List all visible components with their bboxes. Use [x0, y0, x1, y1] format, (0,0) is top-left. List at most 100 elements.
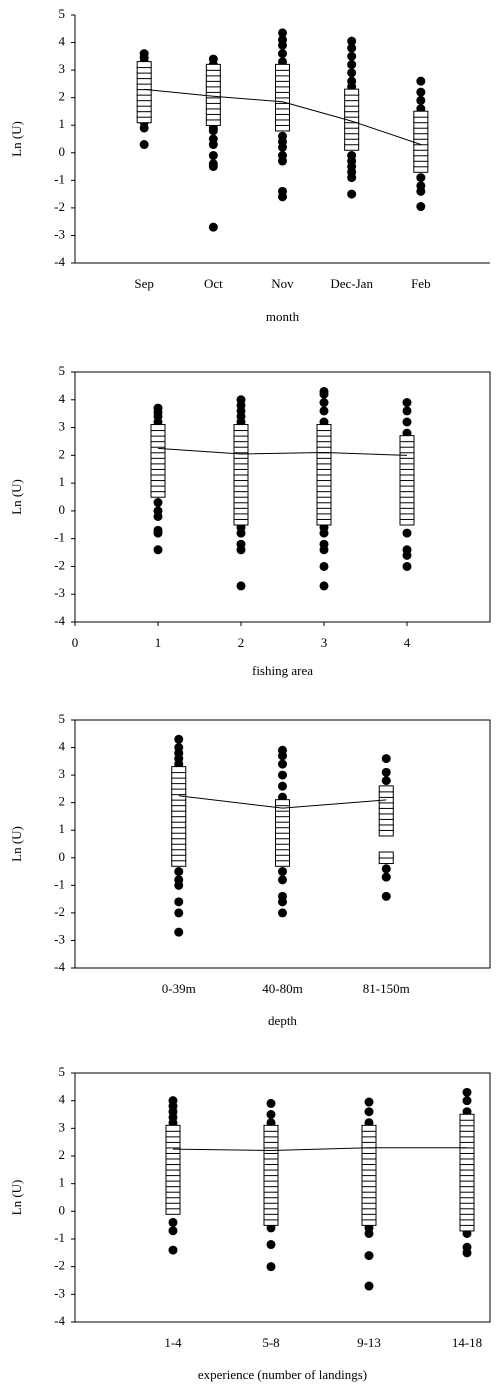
- x-axis-label: fishing area: [252, 663, 313, 678]
- point-outer: [319, 539, 329, 549]
- y-tick-label: 3: [59, 61, 66, 76]
- x-tick-label: 3: [321, 635, 328, 650]
- point-outer: [364, 1107, 374, 1117]
- y-tick-label: -3: [54, 585, 65, 600]
- point-inner: [150, 424, 166, 432]
- point-outer: [319, 386, 329, 396]
- point-outer: [278, 781, 287, 791]
- point-outer: [139, 140, 149, 150]
- point-outer: [462, 1087, 472, 1097]
- point-outer: [153, 545, 163, 555]
- y-tick-label: 1: [59, 1175, 66, 1190]
- point-inner: [275, 63, 290, 71]
- x-tick-label: 81-150m: [363, 981, 410, 996]
- point-outer: [278, 28, 287, 38]
- x-tick-label: 0: [72, 635, 79, 650]
- mean-line: [172, 1147, 467, 1151]
- point-inner: [205, 63, 221, 71]
- point-outer: [402, 545, 412, 555]
- point-outer: [347, 151, 357, 161]
- y-tick-label: -2: [54, 557, 65, 572]
- point-inner: [171, 766, 187, 774]
- point-outer: [174, 908, 184, 918]
- point-outer: [174, 867, 184, 877]
- point-outer: [174, 927, 184, 937]
- point-outer: [364, 1251, 374, 1261]
- y-tick-label: 2: [59, 1147, 66, 1162]
- point-inner: [275, 799, 290, 807]
- y-tick-label: 5: [59, 711, 66, 726]
- y-tick-label: -4: [54, 613, 65, 628]
- point-inner: [344, 88, 360, 96]
- plot-frame: [74, 371, 491, 623]
- point-inner: [165, 1124, 181, 1132]
- point-outer: [402, 561, 412, 571]
- point-outer: [168, 1226, 178, 1236]
- x-tick-label: 1: [155, 635, 162, 650]
- point-outer: [236, 581, 246, 591]
- point-outer: [347, 68, 357, 78]
- point-outer: [416, 87, 426, 97]
- point-outer: [462, 1096, 472, 1106]
- y-tick-label: 0: [59, 502, 66, 517]
- y-tick-label: 5: [59, 1064, 66, 1079]
- point-outer: [278, 908, 287, 918]
- y-axis-label: Ln (U): [9, 121, 24, 157]
- point-outer: [236, 539, 246, 549]
- point-outer: [168, 1245, 178, 1255]
- x-tick-label: 14-18: [452, 1335, 482, 1350]
- point-outer: [278, 745, 287, 755]
- point-inner: [399, 435, 415, 443]
- point-outer: [266, 1262, 276, 1272]
- point-outer: [278, 759, 287, 769]
- y-tick-label: 5: [59, 6, 66, 21]
- point-inner: [263, 1124, 279, 1132]
- point-outer: [402, 528, 412, 538]
- point-outer: [278, 770, 287, 780]
- point-outer: [174, 734, 184, 744]
- point-inner: [136, 61, 152, 69]
- point-outer: [153, 403, 163, 413]
- point-outer: [402, 406, 412, 416]
- point-outer: [266, 1240, 276, 1250]
- mean-line: [144, 88, 421, 145]
- point-outer: [364, 1097, 374, 1107]
- point-outer: [347, 60, 357, 70]
- point-inner: [316, 424, 332, 432]
- point-outer: [278, 867, 287, 877]
- point-outer: [208, 54, 218, 64]
- point-inner: [378, 851, 394, 859]
- point-outer: [381, 891, 391, 901]
- point-outer: [174, 875, 184, 885]
- point-outer: [174, 743, 184, 753]
- point-outer: [381, 767, 391, 777]
- point-outer: [278, 35, 287, 45]
- y-tick-label: -2: [54, 1258, 65, 1273]
- y-tick-label: -1: [54, 876, 65, 891]
- x-axis-label: month: [266, 309, 300, 324]
- point-outer: [153, 506, 163, 516]
- point-inner: [378, 785, 394, 793]
- point-inner: [233, 424, 249, 432]
- point-outer: [347, 51, 357, 61]
- point-outer: [266, 1098, 276, 1108]
- point-outer: [402, 398, 412, 408]
- point-outer: [168, 1096, 178, 1106]
- y-tick-label: 2: [59, 794, 66, 809]
- x-tick-label: 2: [238, 635, 245, 650]
- point-outer: [319, 398, 329, 408]
- y-tick-label: 3: [59, 1119, 66, 1134]
- point-outer: [139, 49, 149, 59]
- point-outer: [381, 754, 391, 764]
- y-tick-label: -1: [54, 171, 65, 186]
- point-outer: [381, 872, 391, 882]
- point-outer: [402, 417, 412, 427]
- y-tick-label: 1: [59, 474, 66, 489]
- point-outer: [208, 134, 218, 144]
- plot-frame: [74, 1072, 491, 1323]
- x-tick-label: Sep: [134, 276, 154, 291]
- y-tick-label: 3: [59, 419, 66, 434]
- x-axis-label: experience (number of landings): [198, 1367, 367, 1382]
- y-tick-label: 0: [59, 849, 66, 864]
